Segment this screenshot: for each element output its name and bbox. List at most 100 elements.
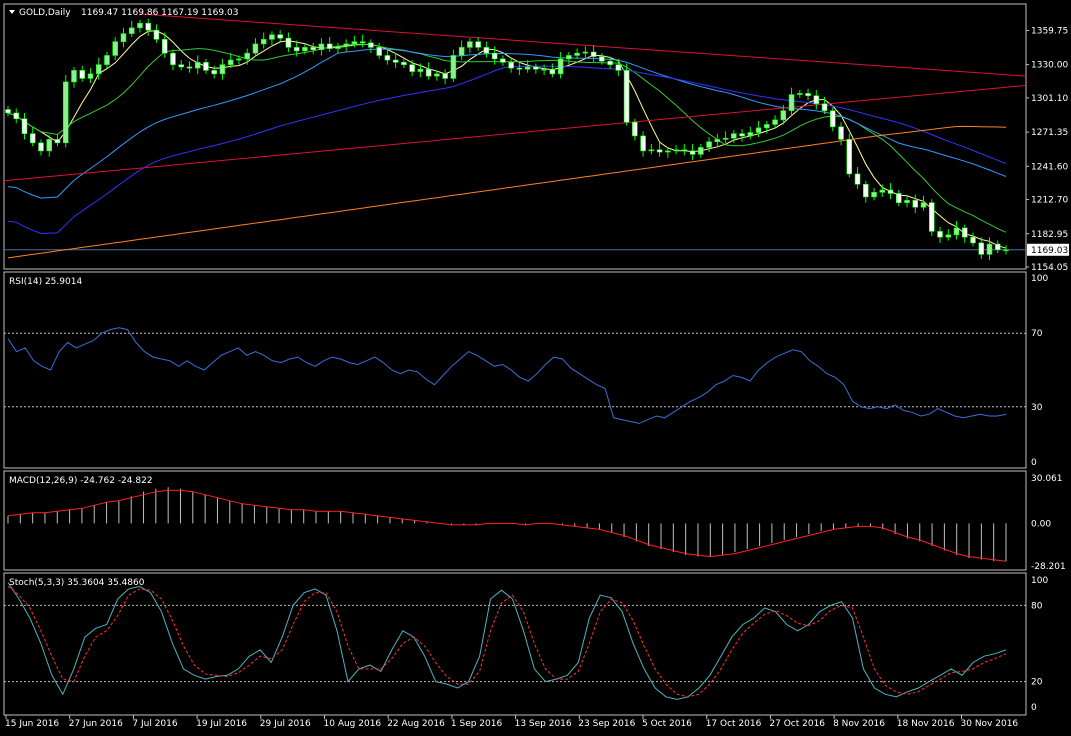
bear-candle: [293, 47, 300, 52]
stoch-tick-label: 80: [1031, 601, 1043, 611]
rising-trendline: [3, 84, 1027, 182]
bull-candle: [920, 202, 927, 208]
bear-candle: [186, 66, 193, 69]
date-tick-label: 27 Jun 2016: [69, 719, 123, 729]
bear-candle: [384, 55, 391, 61]
bear-candle: [838, 126, 844, 140]
candlesticks: [5, 18, 1009, 261]
macd-tick-label: 0.00: [1031, 519, 1051, 529]
rsi-tick-label: 30: [1031, 403, 1043, 413]
bear-candle: [887, 189, 894, 194]
bear-candle: [681, 149, 688, 152]
bull-candle: [871, 192, 877, 198]
macd-label: MACD(12,26,9) -24.762 -24.822: [9, 476, 153, 486]
bull-candle: [566, 55, 572, 60]
bull-candle: [706, 141, 712, 148]
bear-candle: [590, 51, 597, 57]
bear-candle: [549, 68, 556, 75]
bear-candle: [978, 242, 985, 255]
bull-candle: [945, 234, 952, 238]
bull-candle: [112, 41, 118, 56]
price-tick-label: 1154.05: [1031, 263, 1068, 273]
rsi-label: RSI(14) 25.9014: [9, 277, 82, 287]
bear-candle: [153, 29, 160, 40]
bull-candle: [318, 43, 325, 51]
rsi-tick-label: 100: [1031, 274, 1048, 284]
bull-candle: [137, 22, 143, 29]
rsi-line: [7, 327, 1007, 424]
dropdown-arrow-icon[interactable]: [9, 10, 15, 14]
bear-candle: [516, 67, 523, 70]
date-tick-label: 13 Sep 2016: [515, 719, 572, 729]
bull-candle: [755, 127, 762, 133]
bull-candle: [128, 27, 135, 34]
bear-candle: [500, 58, 506, 63]
bear-candle: [425, 68, 432, 77]
bull-candle: [343, 43, 349, 47]
bull-candle: [582, 51, 589, 54]
bear-candle: [38, 142, 44, 152]
bull-candle: [788, 94, 795, 111]
bear-candle: [145, 22, 151, 31]
price-tick-label: 1330.00: [1031, 61, 1068, 71]
bear-candle: [310, 47, 316, 51]
bull-candle: [194, 62, 201, 69]
bear-candle: [813, 95, 820, 105]
bear-candle: [961, 227, 968, 238]
trendlines: [3, 13, 1027, 182]
date-tick-label: 30 Nov 2016: [961, 719, 1019, 729]
bull-candle: [71, 70, 77, 83]
bear-candle: [912, 200, 919, 208]
bear-candle: [392, 59, 399, 63]
bear-candle: [821, 103, 828, 111]
date-tick-label: 15 Jun 2016: [5, 719, 59, 729]
bull-candle: [557, 58, 564, 75]
bull-candle: [302, 47, 308, 52]
stoch-tick-label: 20: [1031, 678, 1043, 688]
bear-candle: [5, 109, 11, 114]
date-tick-label: 23 Sep 2016: [578, 719, 635, 729]
bear-candle: [483, 47, 490, 54]
date-tick-label: 18 Nov 2016: [897, 719, 955, 729]
bull-candle: [904, 200, 910, 203]
bear-candle: [376, 47, 382, 56]
macd-tick-label: -28.201: [1031, 562, 1066, 572]
date-tick-label: 5 Oct 2016: [642, 719, 692, 729]
date-tick-label: 27 Oct 2016: [769, 719, 825, 729]
bear-candle: [170, 52, 176, 65]
bull-candle: [1003, 249, 1009, 252]
bull-candle: [673, 149, 679, 152]
bull-candle: [236, 58, 242, 61]
ohlc-label: 1169.47 1169.86 1167.19 1169.03: [81, 8, 238, 18]
bear-candle: [491, 52, 498, 60]
stoch-signal-line: [7, 586, 1007, 698]
price-tick-label: 1212.70: [1031, 196, 1068, 206]
bear-candle: [937, 231, 943, 238]
bull-candle: [541, 68, 547, 71]
bull-candle: [227, 59, 234, 65]
ma-longest-line: [7, 125, 1007, 259]
macd-panel-frame: [3, 470, 1027, 571]
bear-candle: [607, 60, 613, 65]
bull-candle: [46, 139, 53, 152]
bear-candle: [161, 39, 168, 54]
bull-candle: [665, 150, 671, 153]
bear-candle: [830, 110, 836, 128]
price-panel-frame: [3, 3, 1027, 270]
bear-candle: [994, 243, 1001, 251]
price-tick-label: 1271.35: [1031, 128, 1068, 138]
rsi-panel-frame: [3, 271, 1027, 469]
axis-ticks: 1359.75 1330.00 1301.10 1271.35 1241.60 1212.…: [5, 26, 1069, 729]
ma-slower-line: [7, 65, 1007, 235]
stoch-tick-label: 100: [1031, 576, 1048, 586]
bear-candle: [326, 43, 333, 49]
bull-candle: [764, 124, 770, 129]
bull-candle: [351, 41, 358, 45]
bear-candle: [970, 236, 976, 244]
stoch-label: Stoch(5,3,3) 35.3604 35.4860: [9, 578, 145, 588]
ma-slow-line: [7, 48, 1007, 199]
bear-candle: [368, 42, 374, 48]
bull-candle: [574, 52, 580, 56]
date-tick-label: 29 Jul 2016: [260, 719, 311, 729]
